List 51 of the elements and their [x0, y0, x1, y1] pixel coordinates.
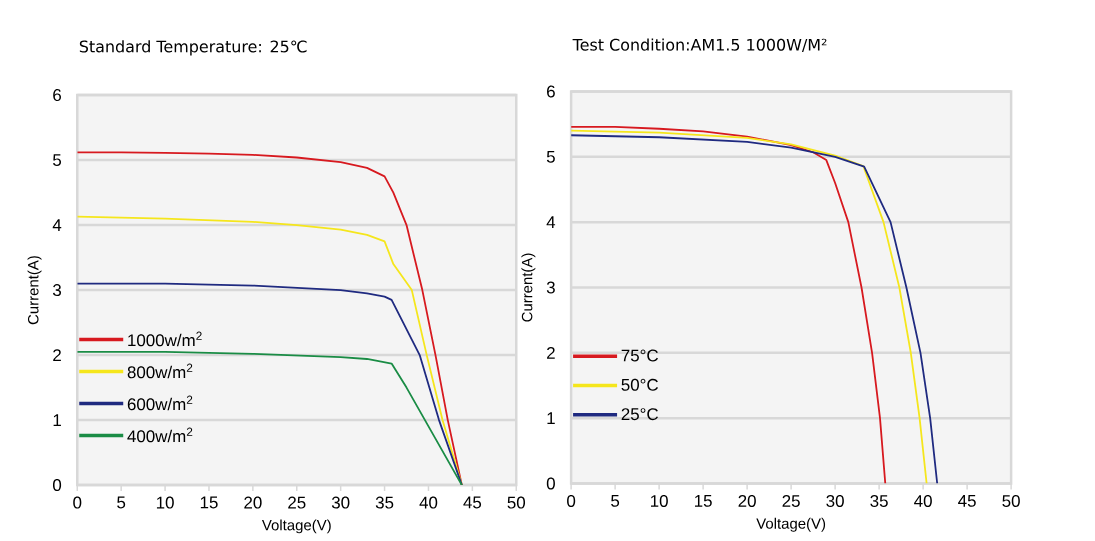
x-tick-label: 0	[567, 495, 576, 508]
x-tick-label: 45	[958, 495, 976, 507]
legend-label: 400w/m$^{2}$	[127, 427, 193, 443]
x-tick-label: 25	[782, 495, 800, 508]
chart-title: Standard Temperature: 25℃	[79, 40, 307, 56]
x-tick-label: 5	[611, 495, 620, 507]
y-tick-label: 4	[52, 219, 62, 231]
y-tick-label: 6	[547, 85, 555, 98]
legend-label: 50°C	[621, 378, 659, 391]
y-tick-label: 0	[52, 479, 62, 492]
legend-label: 75°C	[621, 349, 659, 362]
x-tick-label: 0	[73, 496, 82, 509]
x-axis-title: Voltage(V)	[261, 519, 331, 534]
x-tick-label: 25	[288, 496, 306, 509]
legend-label: 25°C	[621, 408, 659, 421]
y-tick-label: 1	[53, 414, 61, 426]
x-tick-label: 35	[375, 496, 394, 509]
x-tick-label: 20	[244, 496, 262, 509]
x-tick-label: 15	[695, 495, 712, 507]
x-tick-label: 50	[1002, 495, 1020, 508]
x-axis-title: Voltage(V)	[756, 517, 826, 532]
y-tick-label: 3	[546, 281, 555, 294]
x-tick-label: 15	[200, 496, 218, 509]
y-tick-label: 3	[52, 284, 62, 297]
x-tick-label: 40	[419, 496, 438, 509]
x-tick-label: 20	[738, 495, 756, 508]
y-tick-label: 4	[546, 216, 556, 228]
y-tick-label: 6	[53, 89, 62, 102]
y-tick-label: 2	[53, 349, 61, 361]
x-tick-label: 30	[826, 495, 844, 508]
line-series	[77, 350, 463, 486]
x-tick-label: 10	[156, 496, 174, 509]
x-tick-label: 10	[651, 495, 668, 508]
x-tick-label: 30	[331, 496, 350, 509]
x-tick-label: 50	[507, 496, 526, 509]
x-tick-label: 5	[117, 496, 126, 509]
y-tick-label: 5	[53, 154, 62, 166]
chart-title: Test Condition:AM1.5 1000W/M²	[572, 38, 827, 52]
x-tick-label: 35	[870, 495, 888, 508]
line-series	[77, 282, 463, 486]
legend-label: 600w/m$^{2}$	[127, 395, 193, 411]
x-tick-label: 40	[914, 495, 932, 508]
legend-label: 800w/m$^{2}$	[127, 363, 193, 379]
y-tick-label: 2	[547, 346, 555, 359]
y-tick-label: 5	[546, 150, 555, 163]
y-tick-label: 1	[547, 412, 555, 424]
y-axis-title: Current(A)	[521, 253, 536, 322]
y-axis-title: Current(A)	[27, 256, 42, 325]
y-tick-label: 0	[546, 477, 555, 490]
x-tick-label: 45	[463, 496, 482, 509]
legend-label: 1000w/m$^{2}$	[128, 331, 202, 347]
